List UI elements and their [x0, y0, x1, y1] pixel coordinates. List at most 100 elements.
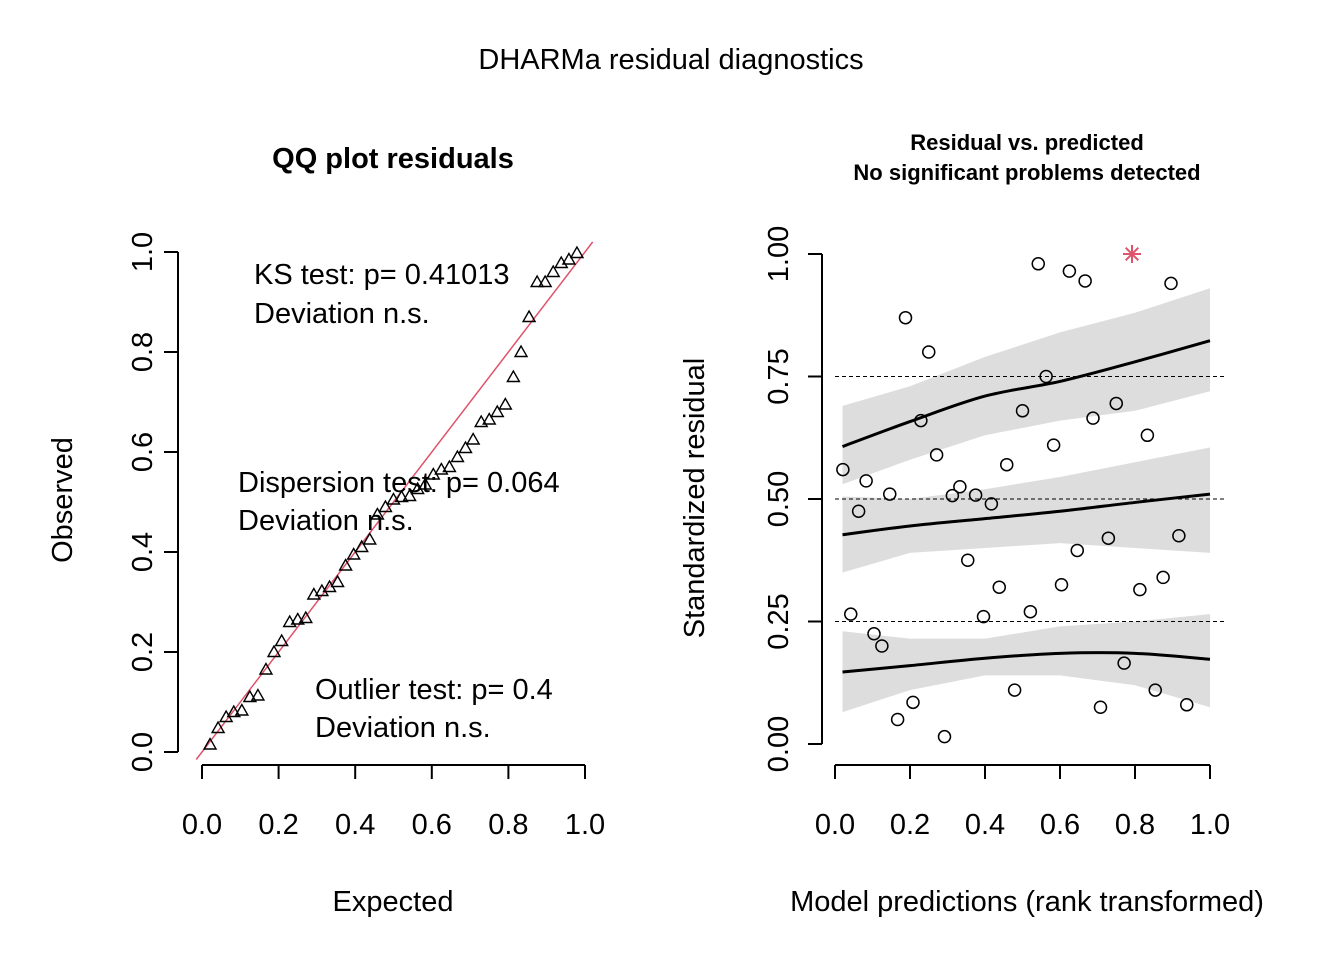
qq-point: [506, 369, 521, 383]
qq-y-tick-label: 0.2: [127, 632, 159, 672]
qq-plot-title: QQ plot residuals: [272, 143, 514, 175]
residual-point: [1046, 438, 1061, 452]
quantile-fit-0.25: [842, 651, 1211, 674]
qq-y-tick-label: 0.0: [127, 732, 159, 772]
residual-point: [1109, 396, 1123, 411]
qq-point: [490, 404, 505, 418]
qq-test-annotations: KS test: p= 0.41013 Deviation n.s. Dispe…: [238, 259, 560, 744]
qq-point: [521, 309, 537, 323]
quantile-fit-0.5: [842, 492, 1211, 537]
residual-y-tick-label: 0.00: [763, 716, 795, 772]
residual-vs-predicted-panel: Residual vs. predicted No significant pr…: [679, 130, 1264, 918]
residual-point: [929, 448, 944, 462]
residual-point: [1000, 457, 1014, 472]
qq-point: [402, 488, 417, 502]
residual-y-tick-label: 0.75: [763, 348, 795, 404]
qq-y-tick-label: 1.0: [127, 232, 159, 272]
outlier-star-stroke: [1124, 246, 1140, 262]
qq-point: [306, 587, 322, 600]
residual-point: [992, 580, 1006, 594]
residual-point: [1093, 700, 1108, 714]
qq-point: [546, 264, 561, 278]
qq-point: [346, 547, 361, 560]
qq-point: [338, 558, 353, 571]
figure-title: DHARMa residual diagnostics: [478, 44, 863, 76]
residual-point: [1039, 369, 1053, 384]
residual-point: [867, 627, 881, 641]
qq-point: [290, 612, 305, 625]
residual-y-tick-label: 1.00: [763, 226, 795, 282]
qq-plot-panel: QQ plot residuals 0.0 0.2 0.4 0.6 0.8 1.0 0.0 0…: [47, 143, 605, 918]
qq-point: [418, 477, 433, 490]
residual-point: [1172, 529, 1186, 543]
qq-point: [370, 507, 385, 520]
qq-point: [498, 397, 513, 410]
qq-x-tick-label: 0.6: [412, 809, 452, 841]
residual-point: [836, 462, 850, 477]
qq-point: [298, 610, 313, 624]
residual-x-tick-label: 0.8: [1115, 809, 1155, 841]
residual-point: [890, 712, 905, 727]
qq-y-tick-label: 0.6: [127, 432, 159, 472]
qq-point: [410, 481, 425, 495]
qq-points: [202, 245, 585, 750]
residual-point: [1070, 543, 1084, 558]
residual-point: [1031, 257, 1045, 271]
residual-point: [1078, 274, 1092, 288]
qq-y-tick-label: 0.8: [127, 332, 159, 372]
qq-point: [442, 459, 457, 473]
residual-y-tick-label: 0.50: [763, 471, 795, 527]
qq-reference-line-segment: [195, 241, 594, 760]
qq-point: [458, 440, 473, 454]
residual-point: [1117, 656, 1131, 670]
residual-point: [1101, 531, 1116, 545]
quantile-fit-0.75: [841, 339, 1211, 448]
residual-point: [1140, 428, 1155, 443]
residual-x-tick-label: 0.2: [890, 809, 930, 841]
residual-plot-subtitle: No significant problems detected: [853, 160, 1200, 185]
residual-point: [953, 480, 967, 494]
residual-y-axis-label: Standardized residual: [679, 358, 711, 639]
residual-x-tick-label: 0.6: [1040, 809, 1080, 841]
residual-point: [1133, 582, 1147, 597]
qq-point: [362, 532, 377, 545]
qq-point: [210, 720, 226, 734]
outlier-test-deviation: Deviation n.s.: [315, 712, 491, 744]
residual-point: [937, 729, 952, 744]
outlier-test-text: Outlier test: p= 0.4: [315, 674, 553, 706]
residual-point: [1015, 404, 1030, 418]
qq-x-tick-label: 0.4: [335, 809, 375, 841]
residual-point: [968, 488, 983, 502]
qq-point: [266, 644, 282, 658]
residual-point: [1007, 683, 1022, 697]
residual-point: [883, 487, 897, 501]
quantile-fit-lines: [841, 339, 1211, 674]
residual-point: [1180, 698, 1194, 712]
residual-point: [851, 504, 866, 518]
qq-x-tick-label: 0.8: [488, 809, 528, 841]
qq-point: [482, 412, 497, 425]
qq-point: [274, 633, 289, 647]
qq-x-tick-label: 0.0: [182, 809, 222, 841]
residual-point: [859, 474, 873, 488]
dispersion-test-text: Dispersion test: p= 0.064: [238, 467, 560, 499]
residual-point: [914, 413, 928, 428]
residual-point: [945, 488, 960, 503]
residual-point: [961, 553, 975, 567]
qq-point: [234, 703, 250, 716]
qq-point: [354, 539, 369, 553]
ks-test-deviation: Deviation n.s.: [254, 298, 430, 330]
qq-point: [202, 737, 218, 750]
qq-reference-line: [195, 241, 594, 760]
residual-point: [1164, 276, 1178, 291]
qq-point: [258, 662, 274, 675]
residual-point: [1023, 604, 1038, 619]
residual-point: [984, 497, 999, 511]
residual-x-tick-label: 1.0: [1190, 809, 1230, 841]
qq-point: [394, 489, 409, 503]
residual-x-tick-label: 0.0: [815, 809, 855, 841]
qq-point: [226, 704, 241, 718]
residual-point: [875, 639, 889, 653]
qq-x-axis-label: Expected: [333, 886, 454, 918]
